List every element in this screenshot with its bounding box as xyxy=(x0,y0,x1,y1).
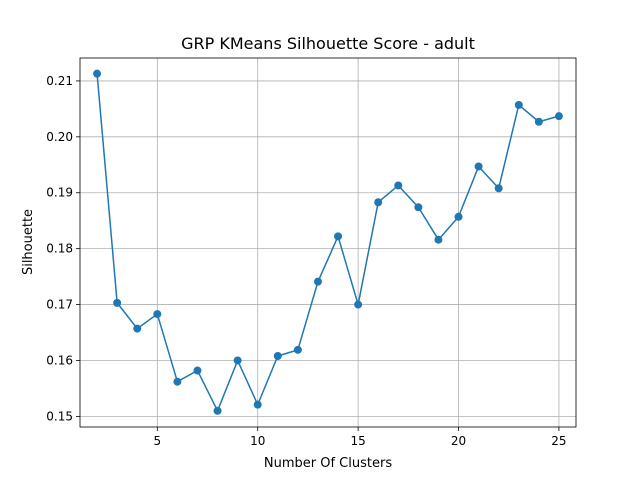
data-point xyxy=(454,212,463,221)
y-tick-label: 0.21 xyxy=(46,74,73,88)
x-tick-label: 5 xyxy=(153,434,161,448)
data-point xyxy=(334,232,343,241)
data-point xyxy=(534,117,543,126)
data-point xyxy=(313,277,322,286)
x-tick-label: 25 xyxy=(551,434,566,448)
data-point xyxy=(273,351,282,360)
data-point xyxy=(253,400,262,409)
axis-ticks: 5 10 15 20 25 0.15 0.16 0.17 0.18 0.19 0.20 0.21 xyxy=(46,74,566,448)
data-series xyxy=(93,69,563,415)
data-point xyxy=(193,366,202,375)
y-tick-label: 0.15 xyxy=(46,409,73,423)
data-point xyxy=(293,345,302,354)
series-line xyxy=(96,73,560,412)
y-axis-label: Silhouette xyxy=(21,209,36,275)
y-tick-label: 0.17 xyxy=(46,298,73,312)
data-point xyxy=(153,310,162,319)
y-tick-label: 0.20 xyxy=(46,130,73,144)
x-tick-label: 10 xyxy=(250,434,265,448)
y-tick-label: 0.16 xyxy=(46,353,73,367)
data-point xyxy=(434,235,443,244)
data-point xyxy=(233,356,242,365)
data-point xyxy=(414,203,423,212)
x-tick-label: 15 xyxy=(350,434,365,448)
data-point xyxy=(514,100,523,109)
y-tick-label: 0.18 xyxy=(46,242,73,256)
data-point xyxy=(213,406,222,415)
data-point xyxy=(354,300,363,309)
chart-title: GRP KMeans Silhouette Score - adult xyxy=(181,34,475,53)
y-tick-label: 0.19 xyxy=(46,186,73,200)
data-point xyxy=(93,69,102,78)
grid xyxy=(80,58,576,427)
data-point xyxy=(173,377,182,386)
data-point xyxy=(113,298,122,307)
x-tick-label: 20 xyxy=(451,434,466,448)
data-point xyxy=(133,324,142,333)
x-axis-label: Number Of Clusters xyxy=(264,456,392,471)
plot-frame xyxy=(79,57,577,428)
data-point xyxy=(554,112,563,121)
data-point xyxy=(374,198,383,207)
data-point xyxy=(474,162,483,171)
data-point xyxy=(494,184,503,193)
data-point xyxy=(394,181,403,190)
